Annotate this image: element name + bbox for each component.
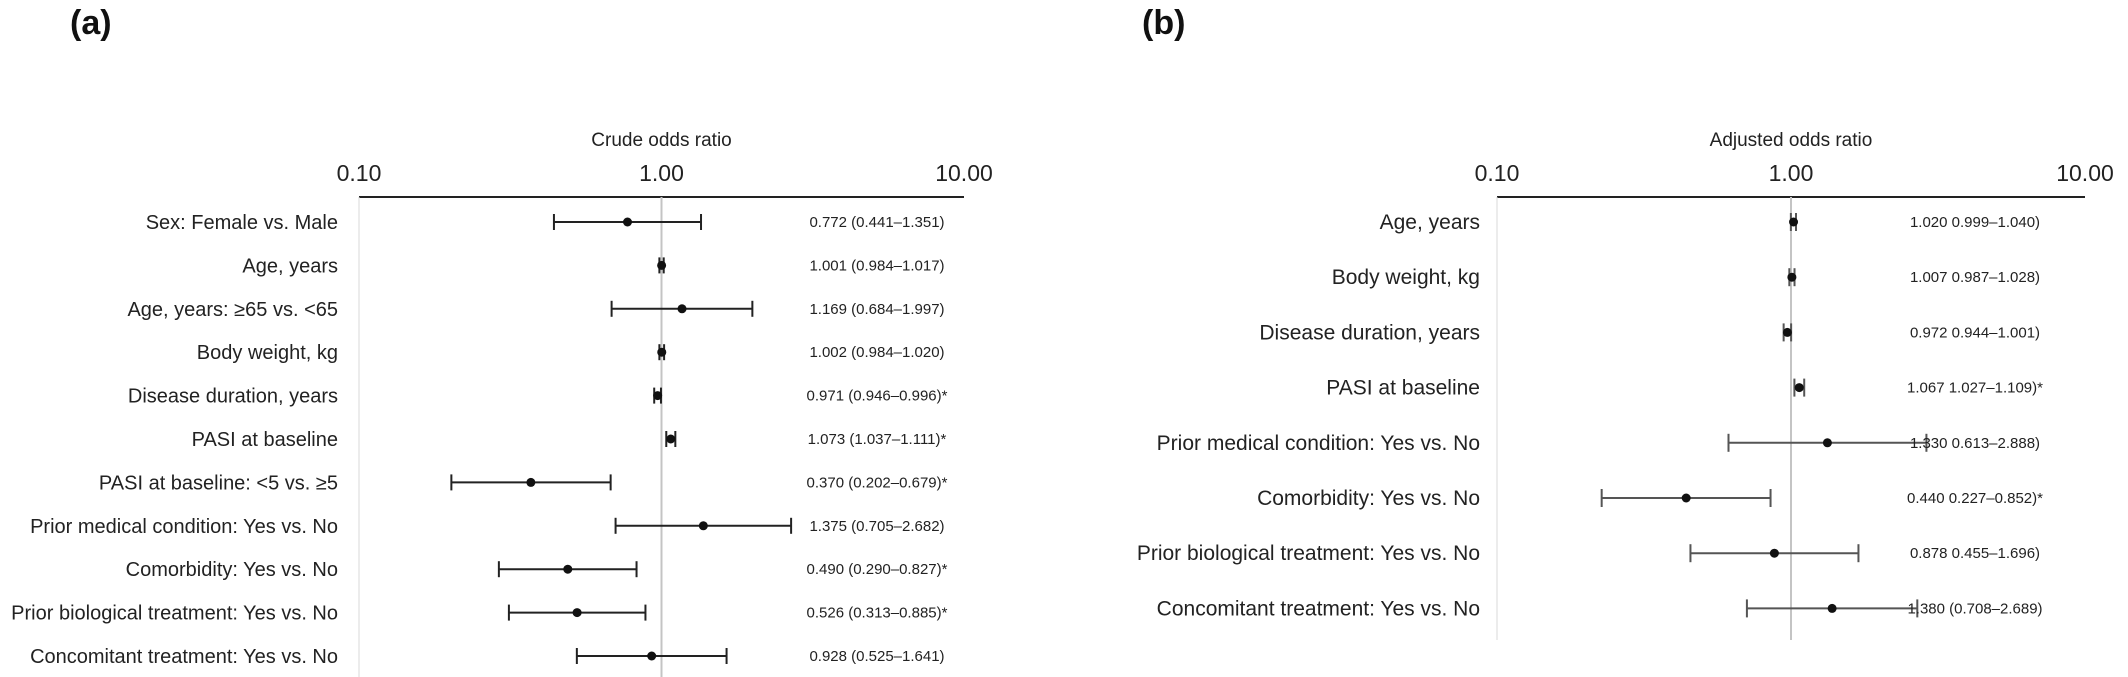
odds-ratio-point [657,260,667,270]
ci-value-label: 1.380 (0.708–2.689) [1907,600,2042,617]
row-label: Age, years: ≥65 vs. <65 [127,299,338,321]
row-label: PASI at baseline [192,429,338,451]
ci-value-label: 0.490 (0.290–0.827)* [807,561,948,578]
axis-title: Crude odds ratio [591,130,731,151]
odds-ratio-point [653,391,663,401]
odds-ratio-point [1782,327,1792,337]
row-label: PASI at baseline: <5 vs. ≥5 [99,472,338,494]
odds-ratio-point [526,477,536,487]
row-label: Prior medical condition: Yes vs. No [30,516,338,538]
odds-ratio-point [623,217,633,227]
odds-ratio-point [572,608,582,618]
ci-value-label: 0.772 (0.441–1.351) [809,214,944,231]
row-label: Prior medical condition: Yes vs. No [1157,432,1480,455]
ci-value-label: 1.002 (0.984–1.020) [809,344,944,361]
ci-value-label: 1.067 1.027–1.109)* [1907,380,2043,397]
odds-ratio-point [666,434,676,444]
odds-ratio-point [1822,438,1832,448]
row-label: Comorbidity: Yes vs. No [126,559,338,581]
odds-ratio-point [647,651,657,661]
axis-title: Adjusted odds ratio [1710,130,1873,151]
row-label: Disease duration, years [128,386,338,408]
row-label: PASI at baseline [1326,377,1480,400]
x-tick-label: 0.10 [1475,160,1520,186]
ci-value-label: 0.878 0.455–1.696) [1910,545,2040,562]
row-label: Age, years [1380,211,1480,234]
ci-value-label: 1.330 0.613–2.888) [1910,435,2040,452]
ci-value-label: 0.971 (0.946–0.996)* [807,388,948,405]
odds-ratio-point [657,347,667,357]
ci-value-label: 1.375 (0.705–2.682) [809,518,944,535]
ci-value-label: 0.370 (0.202–0.679)* [807,474,948,491]
x-tick-label: 1.00 [1769,160,1814,186]
row-label: Age, years [242,255,338,277]
ci-value-label: 1.169 (0.684–1.997) [809,301,944,318]
row-label: Body weight, kg [197,342,338,364]
odds-ratio-point [1789,217,1799,227]
ci-value-label: 1.007 0.987–1.028) [1910,269,2040,286]
ci-value-label: 0.440 0.227–0.852)* [1907,490,2043,507]
odds-ratio-point [1827,603,1837,613]
odds-ratio-point [677,304,687,314]
row-label: Comorbidity: Yes vs. No [1257,487,1480,510]
panel-a-label: (a) [70,4,112,42]
ci-value-label: 1.073 (1.037–1.111)* [808,431,947,448]
x-tick-label: 10.00 [2056,160,2114,186]
ci-value-label: 0.526 (0.313–0.885)* [807,605,948,622]
row-label: Prior biological treatment: Yes vs. No [11,603,338,625]
row-label: Body weight, kg [1332,266,1480,289]
row-label: Sex: Female vs. Male [146,212,338,234]
panel-b-plot: Adjusted odds ratio 0.10 1.00 10.00 Age, yea… [1137,130,2114,640]
panel-b-label: (b) [1142,4,1185,42]
ci-value-label: 1.020 0.999–1.040) [1910,214,2040,231]
odds-ratio-point [1794,383,1804,393]
row-label: Concomitant treatment: Yes vs. No [30,646,338,668]
row-label: Disease duration, years [1259,321,1480,344]
panel-a-plot: Crude odds ratio 0.10 1.00 10.00 Sex: Female… [11,130,993,677]
odds-ratio-point [1769,548,1779,558]
x-tick-label: 1.00 [639,160,684,186]
ci-value-label: 0.928 (0.525–1.641) [809,648,944,665]
x-tick-label: 0.10 [337,160,382,186]
row-label: Prior biological treatment: Yes vs. No [1137,542,1480,565]
odds-ratio-point [698,521,708,531]
odds-ratio-point [1681,493,1691,503]
odds-ratio-point [1787,272,1797,282]
odds-ratio-point [563,564,573,574]
ci-value-label: 0.972 0.944–1.001) [1910,324,2040,341]
ci-value-label: 1.001 (0.984–1.017) [809,257,944,274]
x-tick-label: 10.00 [935,160,993,186]
row-label: Concomitant treatment: Yes vs. No [1157,597,1480,620]
